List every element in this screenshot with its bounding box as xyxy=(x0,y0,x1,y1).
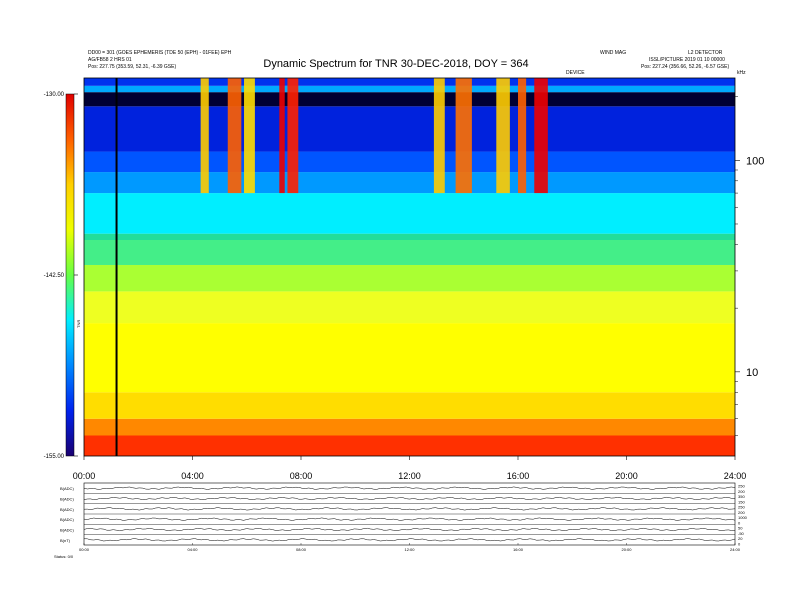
header-left-line3: Pos: 227.75 (353.59, 52.31, -6.39 GSE) xyxy=(88,64,177,70)
spectrum-band xyxy=(84,151,735,173)
header-right-line2: L2 DETECTOR xyxy=(688,50,723,56)
radio-burst xyxy=(455,78,472,194)
radio-burst xyxy=(200,78,209,194)
status-footer: Status: 0/0 xyxy=(54,554,74,559)
x-axis-tick-label: 04:00 xyxy=(181,471,204,481)
lower-panel-label: B(ADC) xyxy=(60,528,74,533)
lower-panel-label: B(nT) xyxy=(60,538,71,543)
lower-x-tick-label: 24:00 xyxy=(730,547,741,552)
colorbar: -130.00 -142.50 -155.00 TNR xyxy=(44,92,81,460)
radio-burst xyxy=(244,78,255,194)
radio-burst xyxy=(496,78,510,194)
lower-panel-label: B(ADC) xyxy=(60,497,74,502)
lower-panel-right-tick: 150 xyxy=(738,499,745,504)
y-axis-tick-label: 100 xyxy=(746,155,764,167)
spectrum-band xyxy=(84,92,735,107)
spectrogram-plot xyxy=(83,77,736,457)
radio-burst xyxy=(433,78,445,194)
radio-burst xyxy=(227,78,242,194)
spectrum-band xyxy=(84,78,735,86)
spectrum-band xyxy=(84,392,735,419)
spectrogram-axes: 00:00 04:00 08:00 12:00 16:00 20:00 24:00 100 10 xyxy=(73,96,764,481)
colorbar-tick-label: -155.00 xyxy=(44,454,65,460)
radio-burst xyxy=(534,78,548,194)
x-axis-tick-label: 12:00 xyxy=(398,471,421,481)
spectrum-band xyxy=(84,106,735,152)
spectrum-band xyxy=(84,193,735,234)
colorbar-label: TNR xyxy=(76,320,81,328)
lower-x-tick-label: 16:00 xyxy=(513,547,524,552)
lower-x-tick-label: 08:00 xyxy=(296,547,307,552)
header-right-line4: Pos: 227.24 (356.66, 52.26, -6.57 GSE) xyxy=(641,64,730,70)
lower-panel-trace xyxy=(83,486,736,490)
x-axis-tick-label: 00:00 xyxy=(73,471,96,481)
radio-burst xyxy=(279,78,285,194)
lower-panel-label: B(ADC) xyxy=(60,517,74,522)
header-left-line2: AG/FB58 2 HRS 01 xyxy=(88,57,132,63)
spectrum-band xyxy=(84,435,735,456)
lower-panel-trace xyxy=(83,496,735,501)
lower-panel-right-tick: 50 xyxy=(738,526,743,531)
lower-panel-trace xyxy=(83,507,736,511)
lower-panel-trace xyxy=(83,527,736,532)
lower-panel-right-tick: 350 xyxy=(738,494,745,499)
lower-panel-label: B(ADC) xyxy=(60,507,74,512)
y-axis-tick-label: 10 xyxy=(746,367,758,379)
spectrum-band xyxy=(84,291,735,324)
lower-panel-right-tick: 250 xyxy=(738,484,745,489)
lower-panel-trace xyxy=(84,538,736,542)
colorbar-tick-label: -130.00 xyxy=(44,92,65,98)
lower-panel-right-tick: 20 xyxy=(738,536,743,541)
colorbar-gradient xyxy=(65,93,75,457)
device-marker-label: DEVICE xyxy=(566,70,585,76)
spectrum-band xyxy=(84,240,735,265)
lower-panel-right-tick: 200 xyxy=(738,489,745,494)
lower-panel-right-tick: 200 xyxy=(738,510,745,515)
lower-x-tick-label: 20:00 xyxy=(621,547,632,552)
spectrum-band xyxy=(84,85,735,93)
radio-burst xyxy=(287,78,299,194)
header-right-line1: WIND MAG xyxy=(600,50,627,56)
chart-title: Dynamic Spectrum for TNR 30-DEC-2018, DO… xyxy=(263,58,529,70)
spectrum-band xyxy=(84,418,735,436)
x-axis-tick-label: 20:00 xyxy=(615,471,638,481)
lower-panel-right-tick: 1000 xyxy=(738,515,748,520)
lower-panels: B(ADC)B(ADC)B(ADC)B(ADC)B(ADC)B(nT)25020… xyxy=(54,482,748,559)
lower-panel-label: B(ADC) xyxy=(60,486,74,491)
x-axis-tick-label: 08:00 xyxy=(290,471,313,481)
lower-x-tick-label: 04:00 xyxy=(187,547,198,552)
radio-burst xyxy=(518,78,527,194)
lower-panel-right-tick: -50 xyxy=(738,531,745,536)
header-left-line1: DD00 = 301 (GOES EPHEMERIS (TDE 50 (EPH)… xyxy=(88,50,232,56)
lower-panel-right-tick: 0 xyxy=(738,520,741,525)
spectrum-band xyxy=(84,233,735,241)
spectrum-band xyxy=(84,264,735,292)
lower-x-tick-label: 12:00 xyxy=(404,547,415,552)
lower-panel-trace xyxy=(83,517,736,521)
header-right-line3: ISSL/PICTURE 2019 01 10 00000 xyxy=(649,57,725,63)
x-axis-tick-label: 16:00 xyxy=(507,471,530,481)
lower-panel-right-tick: 0 xyxy=(738,542,741,547)
x-axis-tick-label: 24:00 xyxy=(724,471,747,481)
spectrum-band xyxy=(84,172,735,194)
lower-panel-right-tick: 250 xyxy=(738,505,745,510)
colorbar-tick-label: -142.50 xyxy=(44,273,65,279)
lower-x-tick-label: 00:00 xyxy=(79,547,90,552)
spectrum-band xyxy=(84,323,735,393)
frequency-unit-label: kHz xyxy=(737,70,746,76)
